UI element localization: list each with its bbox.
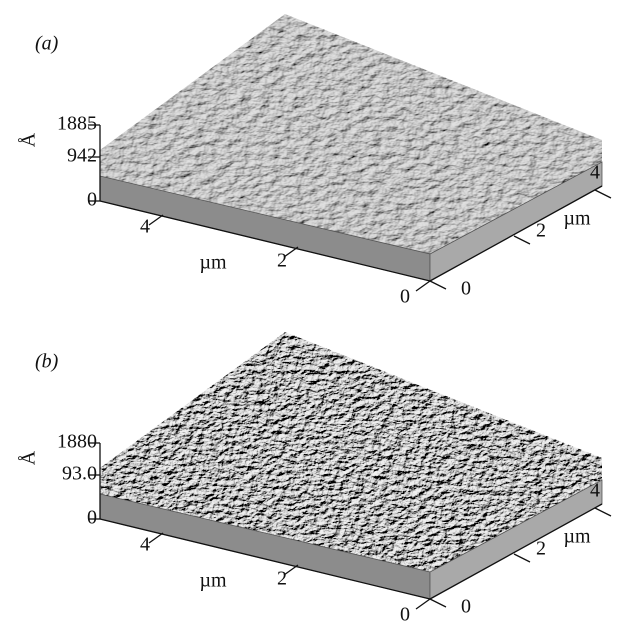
x-tick-label: 4 — [140, 534, 150, 556]
figure: 1885 942 0 Å 4 2 0 µm 0 2 4 µm (a) 1880 93.0 0 Å 4 2 0 µm 0 2 4… — [0, 0, 625, 622]
x-tick-label: 0 — [400, 604, 410, 622]
y-unit: µm — [563, 526, 591, 548]
z-unit: Å — [18, 132, 40, 147]
x-tick-label: 2 — [277, 568, 287, 590]
z-tick-label: 0 — [87, 507, 97, 529]
y-tick — [595, 190, 611, 198]
panel-label: (b) — [35, 351, 59, 373]
y-tick — [595, 508, 611, 516]
x-tick-label: 4 — [140, 216, 150, 238]
x-tick — [416, 599, 430, 609]
x-unit: µm — [199, 252, 227, 274]
panel: 1880 93.0 0 Å 4 2 0 µm 0 2 4 µm (b) — [18, 328, 611, 622]
y-tick-label: 2 — [536, 220, 546, 242]
panel: 1885 942 0 Å 4 2 0 µm 0 2 4 µm (a) — [18, 10, 611, 308]
y-tick-label: 2 — [536, 538, 546, 560]
x-unit: µm — [199, 570, 227, 592]
y-tick — [430, 599, 446, 607]
z-unit: Å — [18, 450, 40, 465]
z-tick-label: 942 — [67, 145, 97, 167]
x-tick — [416, 281, 430, 291]
x-tick — [149, 215, 163, 225]
y-tick-label: 4 — [590, 162, 600, 184]
x-tick-label: 0 — [400, 286, 410, 308]
panel-label: (a) — [35, 33, 59, 55]
y-tick — [430, 281, 446, 289]
z-tick-label: 0 — [87, 189, 97, 211]
y-tick-label: 0 — [461, 278, 471, 300]
y-unit: µm — [563, 208, 591, 230]
x-tick-label: 2 — [277, 250, 287, 272]
z-tick-label: 1885 — [57, 113, 97, 135]
y-tick — [514, 236, 530, 244]
x-tick — [149, 533, 163, 543]
z-tick-label: 93.0 — [62, 463, 97, 485]
z-tick-label: 1880 — [57, 431, 97, 453]
y-tick — [514, 554, 530, 562]
y-tick-label: 4 — [590, 480, 600, 502]
y-tick-label: 0 — [461, 596, 471, 618]
